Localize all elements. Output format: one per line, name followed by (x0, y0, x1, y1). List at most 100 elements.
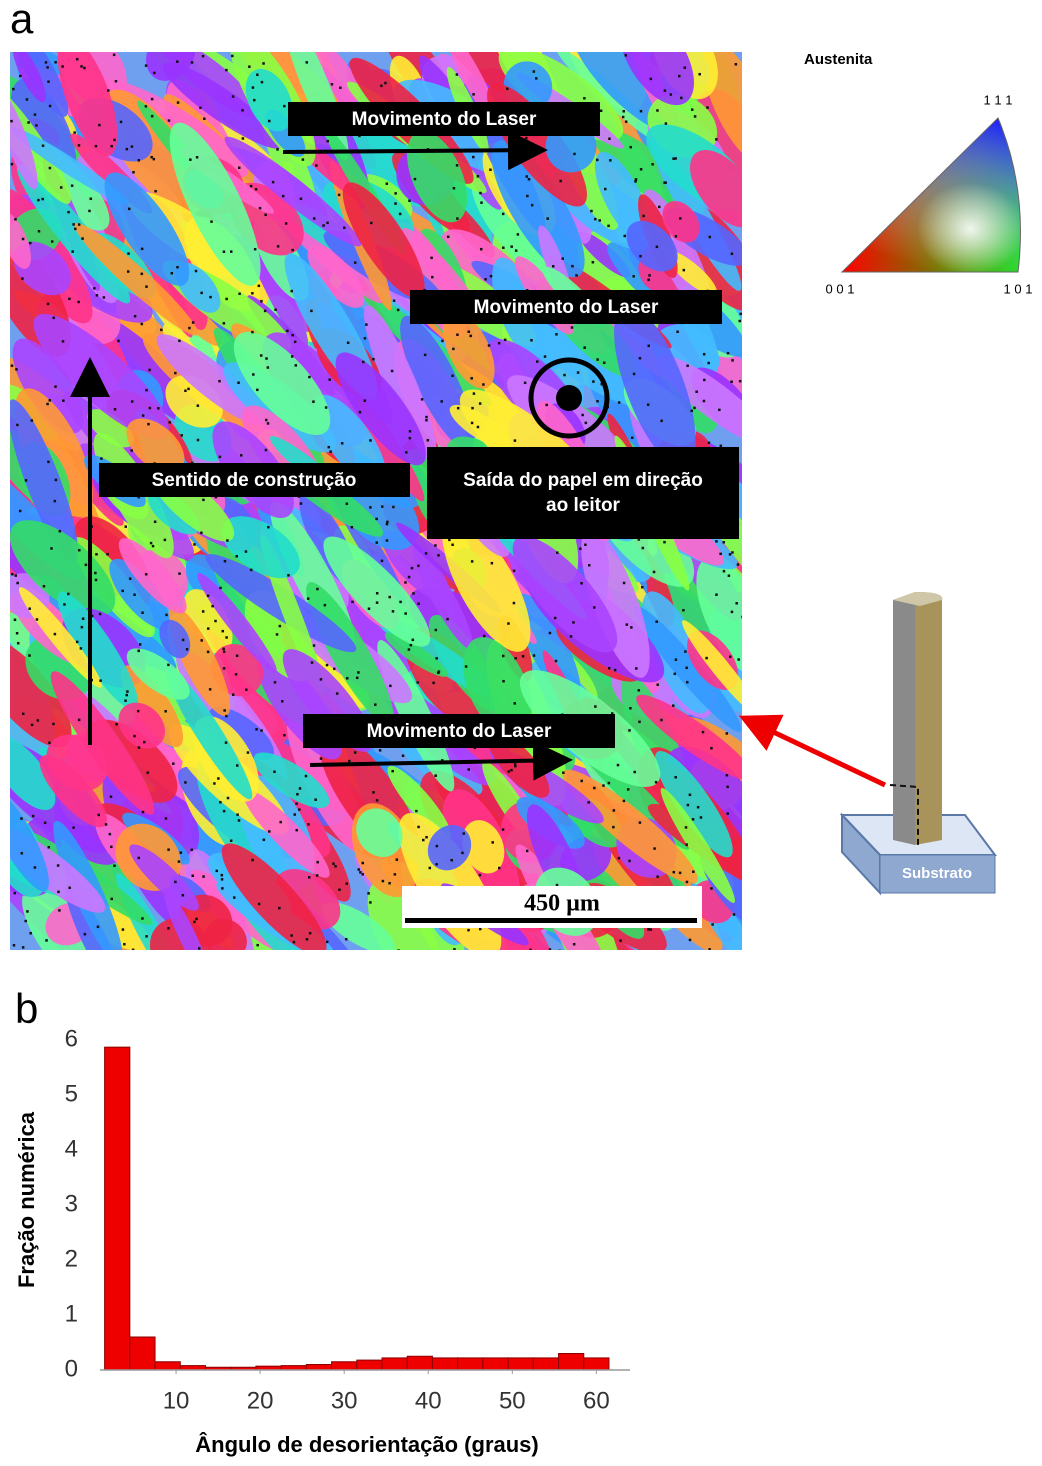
speckle (219, 801, 222, 804)
speckle (28, 607, 31, 610)
speckle (256, 944, 259, 947)
speckle (446, 618, 449, 621)
speckle (715, 540, 718, 543)
speckle (82, 617, 85, 620)
speckle (674, 673, 677, 676)
speckle (126, 148, 129, 151)
triangle-white (842, 118, 1021, 272)
speckle (200, 532, 203, 535)
speckle (218, 380, 221, 383)
speckle (29, 932, 32, 935)
speckle (381, 505, 384, 508)
speckle (404, 612, 407, 615)
speckle (276, 633, 279, 636)
speckle (334, 865, 337, 868)
speckle (110, 145, 113, 148)
bar (382, 1358, 407, 1370)
speckle (614, 669, 617, 672)
speckle (514, 657, 517, 660)
speckle (593, 787, 596, 790)
speckle (165, 817, 168, 820)
speckle (57, 864, 60, 867)
speckle (626, 623, 629, 626)
speckle (598, 219, 601, 222)
speckle (35, 124, 38, 127)
speckle (44, 822, 47, 825)
speckle (265, 449, 268, 452)
speckle (38, 230, 41, 233)
speckle (384, 82, 387, 85)
speckle (705, 657, 708, 660)
speckle (479, 874, 482, 877)
speckle (633, 771, 636, 774)
speckle (609, 159, 612, 162)
speckle (149, 407, 152, 410)
speckle (267, 422, 270, 425)
x-tick-label: 30 (331, 1387, 358, 1414)
speckle (678, 75, 681, 78)
speckle (98, 124, 101, 127)
speckle (434, 774, 437, 777)
histogram: 0123456102030405060 (65, 1025, 630, 1414)
speckle (411, 567, 414, 570)
speckle (324, 604, 327, 607)
speckle (393, 299, 396, 302)
speckle (49, 105, 52, 108)
speckle (640, 168, 643, 171)
speckle (189, 158, 192, 161)
speckle (490, 275, 493, 278)
speckle (404, 581, 407, 584)
speckle (685, 826, 688, 829)
speckle (480, 248, 483, 251)
speckle (68, 887, 71, 890)
speckle (188, 327, 191, 330)
speckle (405, 451, 408, 454)
speckle (710, 887, 713, 890)
speckle (14, 892, 17, 895)
speckle (276, 148, 279, 151)
speckle (563, 374, 566, 377)
speckle (316, 874, 319, 877)
speckle (594, 218, 597, 221)
speckle (477, 175, 480, 178)
speckle (374, 703, 377, 706)
speckle (131, 145, 134, 148)
speckle (370, 222, 373, 225)
panel-letter: a (10, 0, 34, 42)
speckle (438, 670, 441, 673)
speckle (46, 403, 49, 406)
speckle (308, 376, 311, 379)
speckle (58, 909, 61, 912)
speckle (313, 217, 316, 220)
speckle (196, 156, 199, 159)
speckle (650, 78, 653, 81)
speckle (48, 846, 51, 849)
speckle (295, 364, 298, 367)
speckle (630, 626, 633, 629)
speckle (647, 928, 650, 931)
speckle (129, 577, 132, 580)
speckle (50, 547, 53, 550)
speckle (45, 61, 48, 64)
speckle (555, 333, 558, 336)
speckle (664, 89, 667, 92)
speckle (191, 849, 194, 852)
speckle (306, 938, 309, 941)
speckle (388, 882, 391, 885)
speckle (491, 562, 494, 565)
speckle (690, 410, 693, 413)
speckle (708, 948, 711, 951)
speckle (739, 380, 742, 383)
speckle (236, 655, 239, 658)
speckle (431, 276, 434, 279)
speckle (362, 361, 365, 364)
speckle (132, 949, 135, 952)
speckle (248, 65, 251, 68)
speckle (115, 723, 118, 726)
speckle (665, 122, 668, 125)
speckle (85, 564, 88, 567)
speckle (635, 667, 638, 670)
figure: a Movimento do Laser Movimento do Laser … (0, 0, 1042, 1461)
speckle (356, 677, 359, 680)
speckle (332, 862, 335, 865)
